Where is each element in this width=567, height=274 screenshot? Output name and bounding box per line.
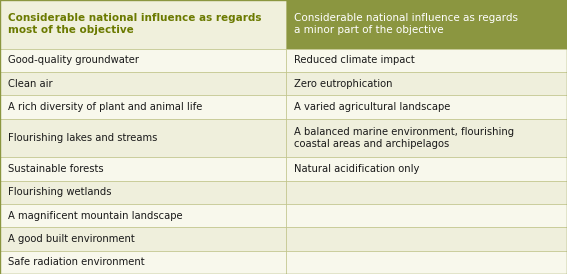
Text: Safe radiation environment: Safe radiation environment	[8, 257, 145, 267]
Text: Reduced climate impact: Reduced climate impact	[294, 55, 414, 65]
Bar	[0, 72, 286, 95]
Bar	[0, 227, 286, 251]
Bar	[286, 181, 567, 204]
Bar	[0, 181, 286, 204]
Bar	[286, 72, 567, 95]
Text: Flourishing wetlands: Flourishing wetlands	[8, 187, 112, 197]
Bar	[0, 119, 286, 157]
Bar	[0, 49, 286, 72]
Text: Considerable national influence as regards
a minor part of the objective: Considerable national influence as regar…	[294, 13, 518, 35]
Bar	[286, 251, 567, 274]
Bar	[286, 227, 567, 251]
Text: Clean air: Clean air	[8, 79, 53, 89]
Bar	[286, 0, 567, 49]
Text: Considerable national influence as regards
most of the objective: Considerable national influence as regar…	[8, 13, 261, 35]
Bar	[0, 95, 286, 119]
Text: A varied agricultural landscape: A varied agricultural landscape	[294, 102, 450, 112]
Bar	[286, 119, 567, 157]
Bar	[286, 204, 567, 227]
Text: Flourishing lakes and streams: Flourishing lakes and streams	[8, 133, 157, 143]
Text: A balanced marine environment, flourishing
coastal areas and archipelagos: A balanced marine environment, flourishi…	[294, 127, 514, 149]
Text: A rich diversity of plant and animal life: A rich diversity of plant and animal lif…	[8, 102, 202, 112]
Text: A good built environment: A good built environment	[8, 234, 135, 244]
Text: Zero eutrophication: Zero eutrophication	[294, 79, 392, 89]
Bar	[0, 251, 286, 274]
Bar	[0, 0, 286, 49]
Bar	[0, 157, 286, 181]
Bar	[286, 49, 567, 72]
Bar	[286, 95, 567, 119]
Bar	[286, 157, 567, 181]
Text: A magnificent mountain landscape: A magnificent mountain landscape	[8, 211, 183, 221]
Bar	[0, 204, 286, 227]
Text: Good-quality groundwater: Good-quality groundwater	[8, 55, 139, 65]
Text: Sustainable forests: Sustainable forests	[8, 164, 104, 174]
Text: Natural acidification only: Natural acidification only	[294, 164, 419, 174]
